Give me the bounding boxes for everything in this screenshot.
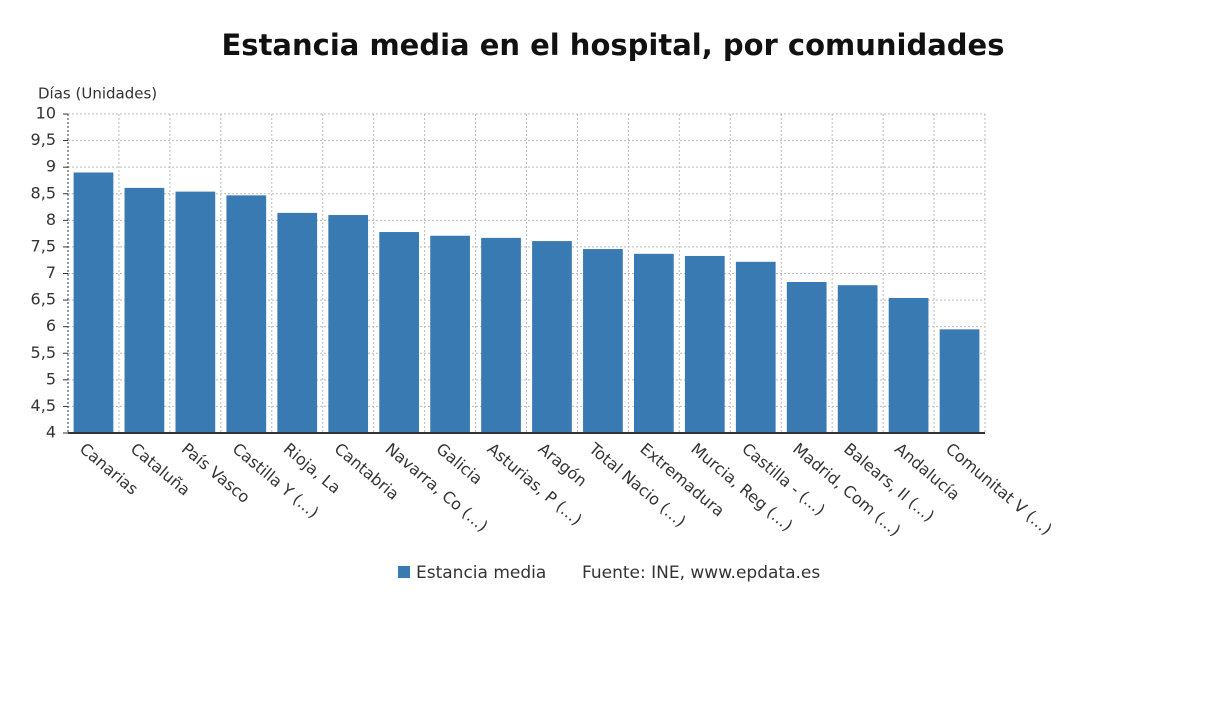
- bar: [633, 253, 674, 433]
- chart-title: Estancia media en el hospital, por comun…: [222, 28, 1005, 62]
- y-tick-label: 8,5: [31, 183, 56, 202]
- bar: [124, 187, 165, 433]
- bar: [735, 261, 776, 433]
- y-tick-label: 4: [46, 423, 56, 442]
- bar: [786, 282, 827, 433]
- y-tick-label: 5,5: [31, 343, 56, 362]
- source: Fuente: INE, www.epdata.es: [582, 563, 820, 583]
- bar: [837, 285, 878, 433]
- bar: [481, 237, 521, 433]
- y-tick-label: 9,5: [31, 130, 56, 149]
- y-tick-label: 8: [46, 210, 56, 229]
- bar: [226, 195, 267, 433]
- y-tick-label: 6: [46, 316, 56, 335]
- y-tick-label: 7: [46, 263, 56, 282]
- bar: [175, 191, 216, 433]
- bar: [73, 172, 114, 433]
- bar: [379, 232, 420, 433]
- y-axis-label: Días (Unidades): [38, 85, 157, 103]
- y-tick-label: 7,5: [31, 236, 56, 255]
- x-tick-label: Castilla Y (...): [229, 439, 323, 522]
- bar: [532, 241, 572, 433]
- bar: [888, 297, 929, 433]
- y-tick-label: 6,5: [31, 290, 56, 309]
- bar: [277, 212, 318, 433]
- y-tick-label: 9: [46, 157, 56, 176]
- bar: [684, 255, 725, 433]
- legend-label: Estancia media: [416, 563, 546, 583]
- y-tick-label: 10: [36, 104, 56, 123]
- y-tick-label: 5: [46, 369, 56, 388]
- bar: [939, 329, 980, 433]
- legend-swatch: [398, 566, 410, 578]
- bar: [583, 249, 623, 433]
- bar: [328, 215, 369, 433]
- y-tick-label: 4,5: [31, 396, 56, 415]
- bar: [430, 235, 470, 433]
